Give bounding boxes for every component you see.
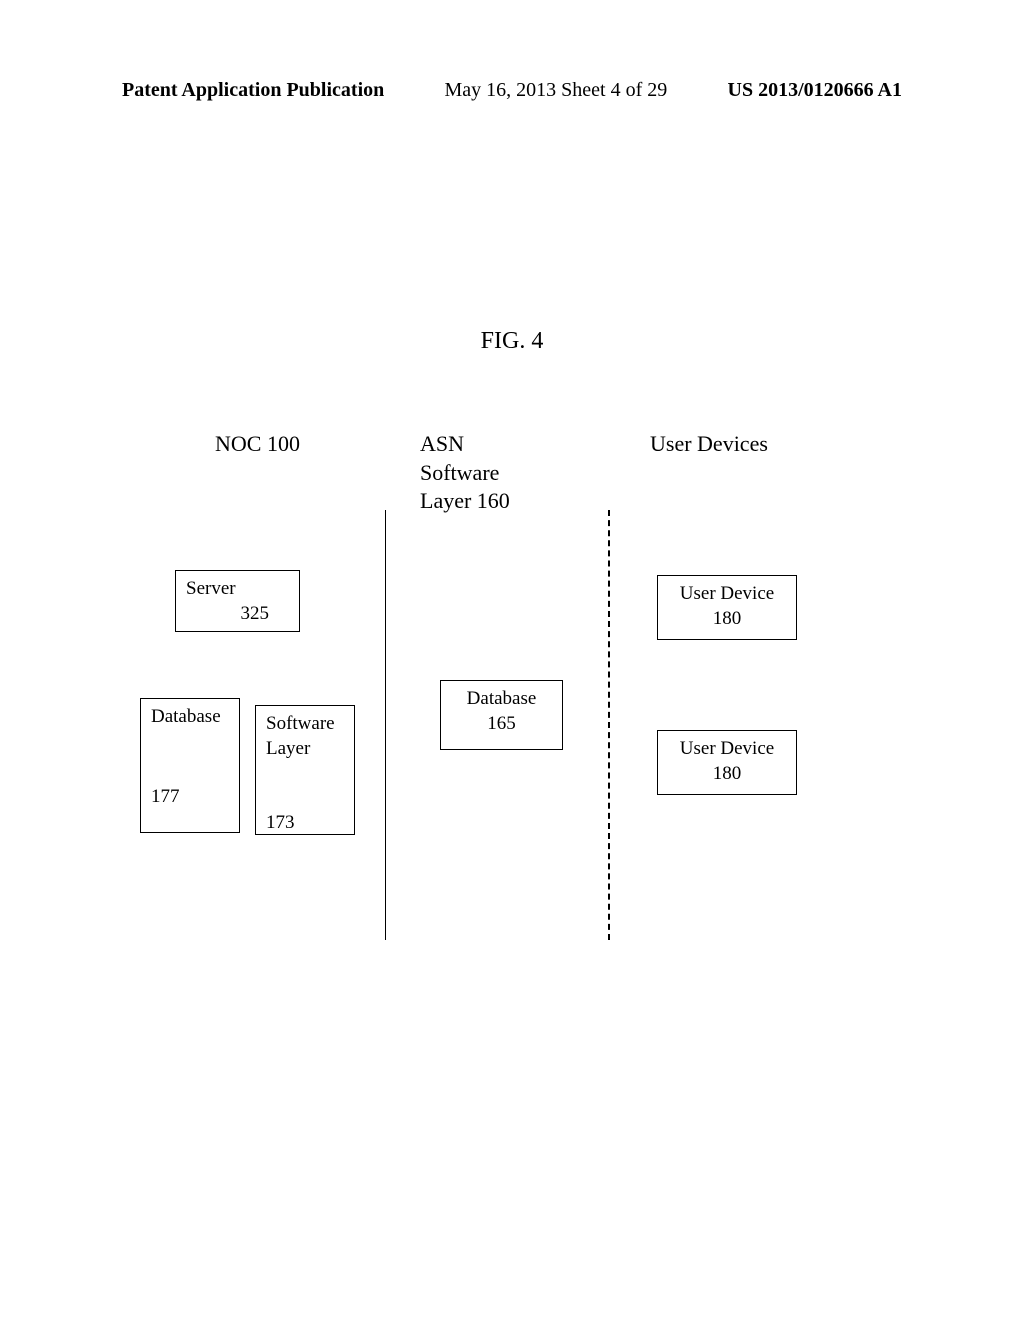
divider-dashed	[608, 510, 610, 940]
database-165-label: Database	[467, 688, 537, 709]
server-number: 325	[186, 602, 269, 627]
user-device-1-number: 180	[713, 608, 742, 629]
database-165-number: 165	[487, 713, 516, 734]
asn-line2: Software	[420, 460, 499, 485]
column-header-user-devices: User Devices	[650, 430, 768, 459]
asn-line3: Layer 160	[420, 488, 510, 513]
user-device-1-label: User Device	[680, 583, 774, 604]
header-publication: Patent Application Publication	[122, 79, 384, 102]
asn-line1: ASN	[420, 431, 464, 456]
column-header-asn: ASN Software Layer 160	[420, 430, 510, 516]
page-header: Patent Application Publication May 16, 2…	[122, 79, 902, 102]
user-device-2-label: User Device	[680, 738, 774, 759]
server-box: Server 325	[175, 570, 300, 632]
diagram: NOC 100 ASN Software Layer 160 User Devi…	[140, 430, 890, 980]
software-layer-label-2: Layer	[266, 737, 344, 762]
divider-solid	[385, 510, 386, 940]
database-177-number: 177	[151, 785, 229, 810]
user-device-2-number: 180	[713, 763, 742, 784]
user-device-1-box: User Device 180	[657, 575, 797, 640]
database-177-label: Database	[151, 705, 229, 730]
database-165-box: Database 165	[440, 680, 563, 750]
database-177-box: Database 177	[140, 698, 240, 833]
server-label: Server	[186, 578, 236, 599]
header-patent-number: US 2013/0120666 A1	[728, 79, 902, 102]
column-header-noc: NOC 100	[215, 430, 300, 459]
software-layer-label-1: Software	[266, 712, 344, 737]
software-layer-box: Software Layer 173	[255, 705, 355, 835]
header-date-sheet: May 16, 2013 Sheet 4 of 29	[445, 79, 668, 102]
figure-title: FIG. 4	[481, 328, 544, 355]
user-device-2-box: User Device 180	[657, 730, 797, 795]
software-layer-number: 173	[266, 811, 344, 836]
